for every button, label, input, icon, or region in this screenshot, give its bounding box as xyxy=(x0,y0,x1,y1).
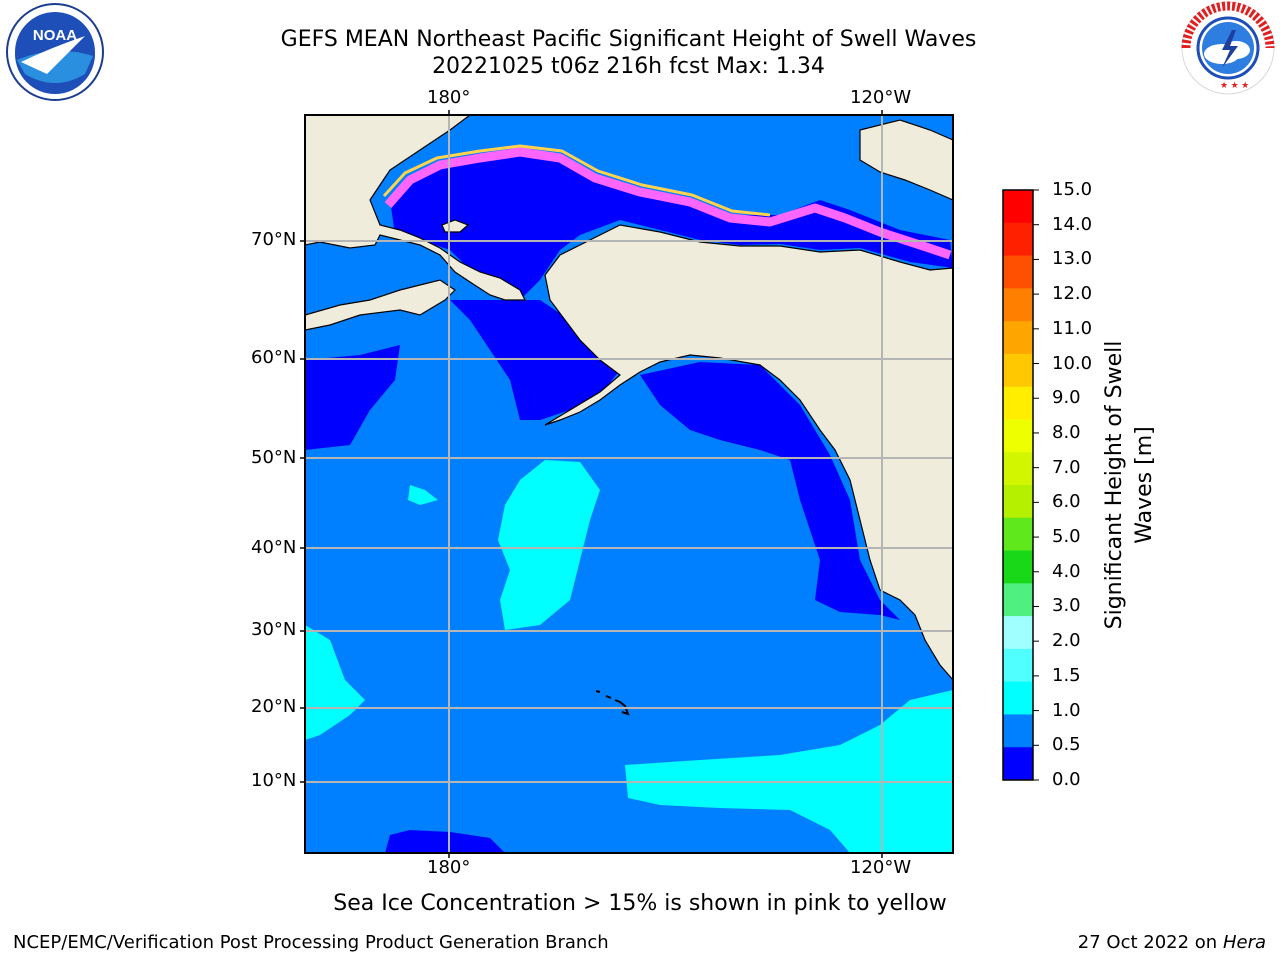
footer-date: 27 Oct 2022 on Hera xyxy=(1078,932,1266,954)
colorbar-swatch xyxy=(1003,386,1033,420)
aleutian-low-swell xyxy=(305,345,400,450)
colorbar-tick-label: 0.5 xyxy=(1052,734,1081,756)
map-content xyxy=(305,115,953,853)
colorbar-tick-label: 13.0 xyxy=(1052,248,1093,270)
hawaii-islands xyxy=(595,690,630,716)
map-title: GEFS MEAN Northeast Pacific Significant … xyxy=(280,27,977,52)
lat-label-50n: 50°N xyxy=(251,447,297,468)
colorbar-tick-label: 6.0 xyxy=(1052,491,1081,513)
national-weather-service-logo: ★ ★ ★ xyxy=(1181,1,1275,95)
colorbar-tick-label: 8.0 xyxy=(1052,421,1081,443)
central-pacific-swell-10-15 xyxy=(498,460,600,630)
colorbar-tick-label: 4.0 xyxy=(1052,560,1081,582)
colorbar-swatch xyxy=(1003,583,1033,617)
colorbar-title: Significant Height of Swell Waves [m] xyxy=(1100,315,1160,655)
map-frame xyxy=(304,114,954,854)
footer-date-text: 27 Oct 2022 on xyxy=(1077,932,1223,953)
colorbar-tick-label: 11.0 xyxy=(1052,317,1093,339)
colorbar-swatch xyxy=(1003,681,1033,715)
kamchatka-land xyxy=(305,279,456,331)
sea-ice-edge-yellow xyxy=(382,144,771,217)
noaa-logo: NOAA xyxy=(6,3,104,101)
west-pacific-swell-10-15 xyxy=(305,625,365,740)
colorbar-swatch xyxy=(1003,190,1033,224)
colorbar-tick-label: 9.0 xyxy=(1052,387,1081,409)
colorbar-swatch xyxy=(1003,550,1033,584)
colorbar-swatch xyxy=(1003,419,1033,453)
colorbar-tick-label: 10.0 xyxy=(1052,352,1093,374)
footer-branch: NCEP/EMC/Verification Post Processing Pr… xyxy=(13,932,609,953)
colorbar-swatch xyxy=(1003,255,1033,289)
colorbar-title-line1: Significant Height of Swell xyxy=(1102,340,1127,630)
colorbar-swatch xyxy=(1003,714,1033,748)
sea-ice-caption: Sea Ice Concentration > 15% is shown in … xyxy=(333,891,947,916)
colorbar-tick-label: 12.0 xyxy=(1052,283,1093,305)
map-ticks xyxy=(300,110,883,858)
small-swell-patch xyxy=(408,485,438,505)
lat-label-10n: 10°N xyxy=(251,770,297,791)
lon-label-bottom-120w: 120°W xyxy=(850,857,912,878)
sea-ice-band xyxy=(384,147,952,260)
arctic-islands-land xyxy=(859,119,953,201)
colorbar-swatch xyxy=(1003,616,1033,650)
colorbar-tick-label: 1.0 xyxy=(1052,699,1081,721)
svg-text:★ ★ ★: ★ ★ ★ xyxy=(1220,80,1249,90)
arctic-low-swell xyxy=(390,150,953,300)
equatorial-low-swell xyxy=(385,830,505,853)
lat-label-30n: 30°N xyxy=(251,619,297,640)
colorbar-tick-label: 15.0 xyxy=(1052,179,1093,200)
graticule xyxy=(305,115,953,853)
gulf-of-alaska-low-swell xyxy=(640,362,900,620)
lon-label-top-180: 180° xyxy=(427,87,471,108)
colorbar-tick-label: 14.0 xyxy=(1052,213,1093,235)
lat-label-70n: 70°N xyxy=(251,229,297,250)
lon-label-top-120w: 120°W xyxy=(850,87,912,108)
footer-host: Hera xyxy=(1222,932,1266,953)
colorbar-tick-label: 0.0 xyxy=(1052,769,1081,790)
lat-label-20n: 20°N xyxy=(251,696,297,717)
lat-label-60n: 60°N xyxy=(251,347,297,368)
colorbar-swatch xyxy=(1003,485,1033,519)
colorbar-swatch xyxy=(1003,452,1033,486)
colorbar-swatch xyxy=(1003,648,1033,683)
colorbar-swatch xyxy=(1003,321,1033,355)
colorbar-swatch xyxy=(1003,747,1033,781)
colorbar-tick-label: 3.0 xyxy=(1052,595,1081,617)
colorbar-tick-label: 7.0 xyxy=(1052,456,1081,478)
map-subtitle: 20221025 t06z 216h fcst Max: 1.34 xyxy=(432,54,825,79)
lon-label-bottom-180: 180° xyxy=(427,857,471,878)
colorbar-swatch xyxy=(1003,222,1033,257)
alaska-land xyxy=(544,224,953,681)
lat-label-40n: 40°N xyxy=(251,537,297,558)
tropical-swell-10-15 xyxy=(625,690,953,853)
noaa-logo-text: NOAA xyxy=(33,27,77,44)
colorbar-tick-label: 2.0 xyxy=(1052,630,1081,652)
colorbar-swatch xyxy=(1003,517,1033,552)
colorbar-tick-label: 5.0 xyxy=(1052,526,1081,548)
colorbar-frame xyxy=(1002,189,1034,781)
colorbar-tick-label: 1.5 xyxy=(1052,664,1081,686)
colorbar-swatch xyxy=(1003,353,1033,388)
colorbar-title-line2: Waves [m] xyxy=(1132,426,1157,544)
colorbar-swatch xyxy=(1003,288,1033,322)
